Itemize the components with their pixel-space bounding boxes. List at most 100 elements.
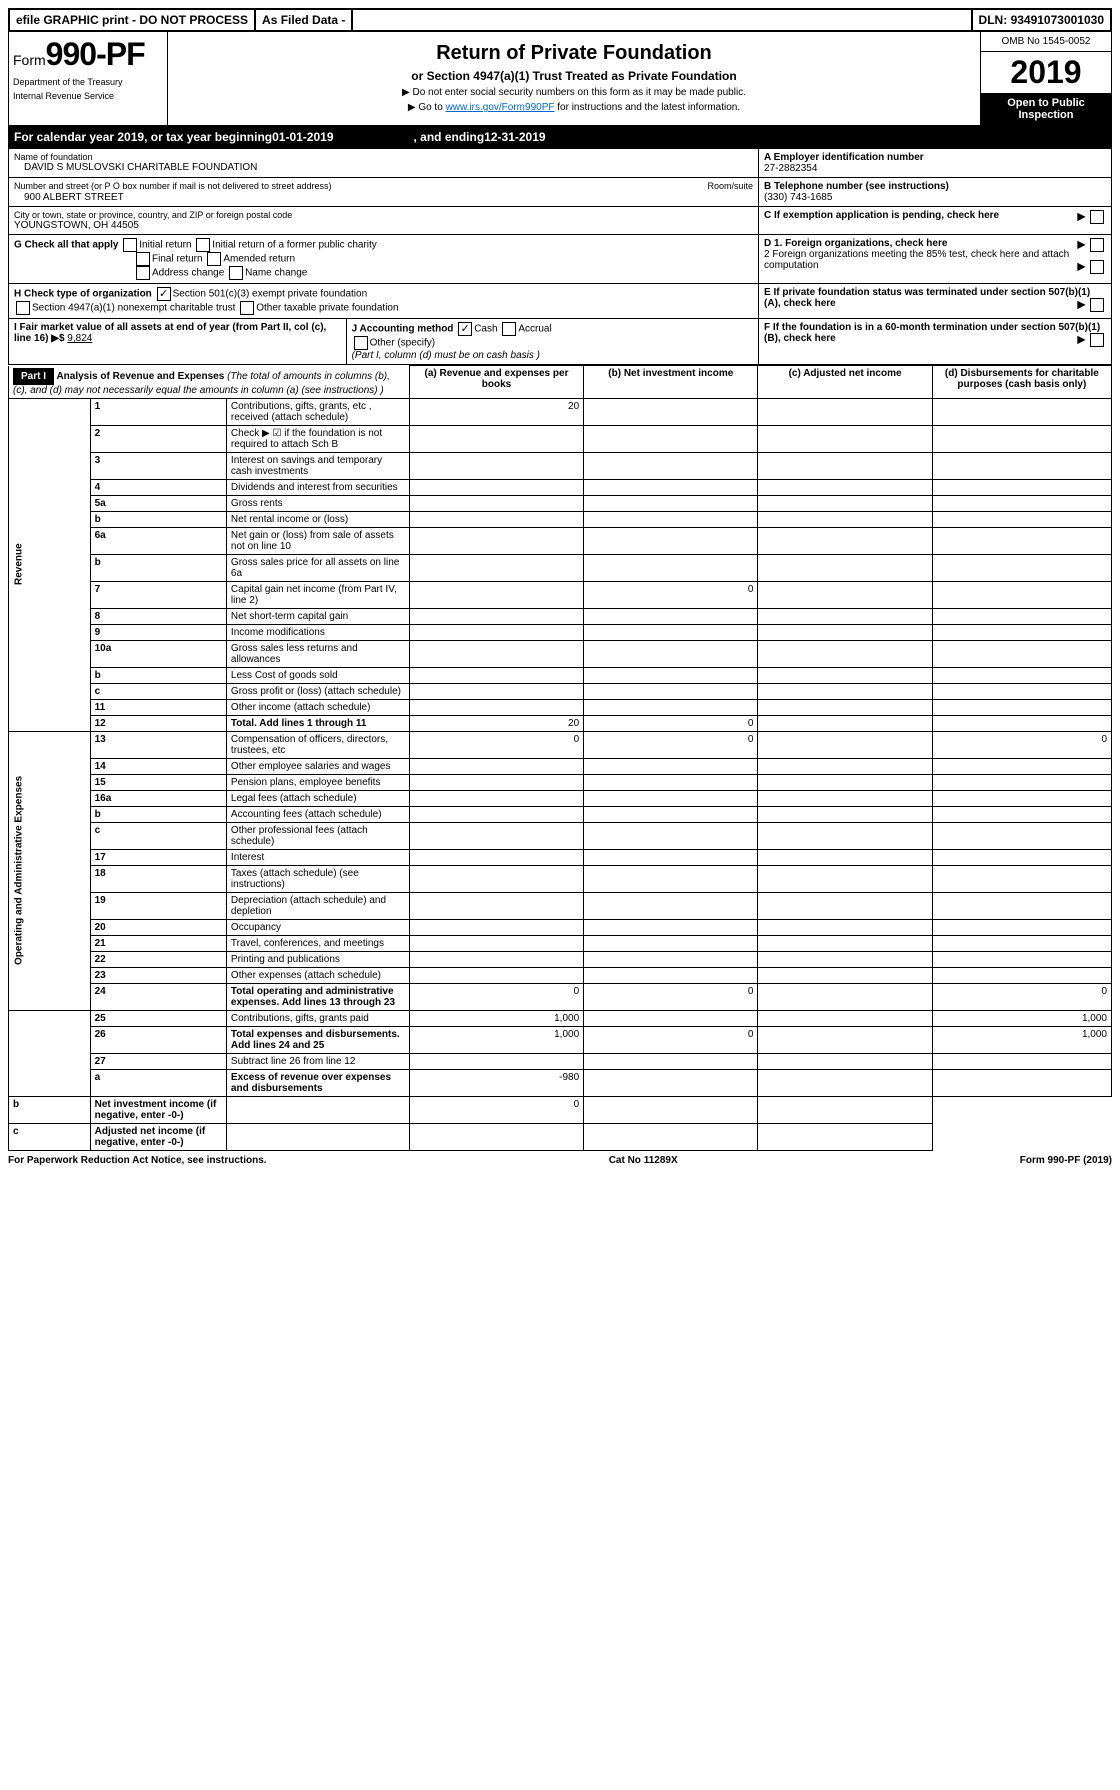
d1-checkbox[interactable] [1090,238,1104,252]
cell-value [932,822,1111,849]
cell-value [758,608,932,624]
cell-value: 0 [932,731,1111,758]
line-number: c [90,683,226,699]
h-501c3-checkbox[interactable]: ✓ [157,287,171,301]
cell-value [758,935,932,951]
table-row: 7Capital gain net income (from Part IV, … [9,581,1112,608]
table-row: Operating and Administrative Expenses13C… [9,731,1112,758]
table-row: cOther professional fees (attach schedul… [9,822,1112,849]
table-row: 27Subtract line 26 from line 12 [9,1053,1112,1069]
table-row: 18Taxes (attach schedule) (see instructi… [9,865,1112,892]
g-final-checkbox[interactable] [136,252,150,266]
table-row: 15Pension plans, employee benefits [9,774,1112,790]
cell-value [932,554,1111,581]
line-description: Less Cost of goods sold [226,667,409,683]
g-amended-checkbox[interactable] [207,252,221,266]
j-accrual-checkbox[interactable] [502,322,516,336]
street-address: 900 ALBERT STREET [14,192,753,203]
table-row: 23Other expenses (attach schedule) [9,967,1112,983]
as-filed: As Filed Data - [256,10,353,30]
cell-value [758,951,932,967]
form-header: Form990-PF Department of the Treasury In… [8,32,1112,126]
table-row: cAdjusted net income (if negative, enter… [9,1123,1112,1150]
cell-value [758,1026,932,1053]
line-number: 5a [90,495,226,511]
table-row: 2Check ▶ ☑ if the foundation is not requ… [9,425,1112,452]
f-checkbox[interactable] [1090,333,1104,347]
cell-value [409,1123,583,1150]
cell-value [409,1053,583,1069]
line-number: 13 [90,731,226,758]
cell-value [932,806,1111,822]
cell-value: 1,000 [932,1010,1111,1026]
line-number: 14 [90,758,226,774]
e-checkbox[interactable] [1090,298,1104,312]
cell-value [758,511,932,527]
line-number: 17 [90,849,226,865]
j-other-checkbox[interactable] [354,336,368,350]
line-number: 25 [90,1010,226,1026]
cell-value [932,1069,1111,1096]
cell-value [409,967,583,983]
irs-link[interactable]: www.irs.gov/Form990PF [446,102,555,113]
revenue-section-label: Revenue [9,398,91,731]
table-row: 19Depreciation (attach schedule) and dep… [9,892,1112,919]
cell-value [758,790,932,806]
line-number: 19 [90,892,226,919]
h-other-checkbox[interactable] [240,301,254,315]
dln: DLN: 93491073001030 [973,10,1110,30]
open-public: Open to Public Inspection [981,93,1111,125]
cell-value [758,640,932,667]
j-cash-checkbox[interactable]: ✓ [458,322,472,336]
table-row: 9Income modifications [9,624,1112,640]
cell-value [932,452,1111,479]
table-row: 17Interest [9,849,1112,865]
cell-value: 0 [409,983,583,1010]
table-row: 21Travel, conferences, and meetings [9,935,1112,951]
cell-value [758,731,932,758]
cell-value [932,398,1111,425]
line-description: Dividends and interest from securities [226,479,409,495]
efile-notice: efile GRAPHIC print - DO NOT PROCESS [10,10,256,30]
line-description: Other professional fees (attach schedule… [226,822,409,849]
table-row: 20Occupancy [9,919,1112,935]
form-id-block: Form990-PF Department of the Treasury In… [9,32,168,125]
line-description: Depreciation (attach schedule) and deple… [226,892,409,919]
calendar-year-bar: For calendar year 2019, or tax year begi… [8,126,1112,148]
c-checkbox[interactable] [1090,210,1104,224]
cell-value [584,511,758,527]
table-row: bNet rental income or (loss) [9,511,1112,527]
line-number: 22 [90,951,226,967]
g-address-checkbox[interactable] [136,266,150,280]
cell-value [409,581,583,608]
line-number: 11 [90,699,226,715]
cell-value [584,683,758,699]
cell-value [932,919,1111,935]
table-row: aExcess of revenue over expenses and dis… [9,1069,1112,1096]
cell-value [584,790,758,806]
cell-value [758,967,932,983]
cell-value [758,715,932,731]
cell-value [584,919,758,935]
h-4947-checkbox[interactable] [16,301,30,315]
cell-value [409,935,583,951]
form-title-block: Return of Private Foundation or Section … [168,32,980,125]
form-title: Return of Private Foundation [174,42,974,65]
g-initial-checkbox[interactable] [123,238,137,252]
g-name-checkbox[interactable] [229,266,243,280]
g-former-checkbox[interactable] [196,238,210,252]
cell-value [584,624,758,640]
line-description: Gross rents [226,495,409,511]
cell-value: 0 [584,1026,758,1053]
cell-value [932,774,1111,790]
cell-value [409,951,583,967]
cell-value [932,849,1111,865]
table-row: 16aLegal fees (attach schedule) [9,790,1112,806]
cell-value [584,608,758,624]
form-meta-block: OMB No 1545-0052 2019 Open to Public Ins… [980,32,1111,125]
cell-value [932,495,1111,511]
cell-value [758,452,932,479]
cell-value: 0 [409,1096,583,1123]
cell-value [932,624,1111,640]
d2-checkbox[interactable] [1090,260,1104,274]
